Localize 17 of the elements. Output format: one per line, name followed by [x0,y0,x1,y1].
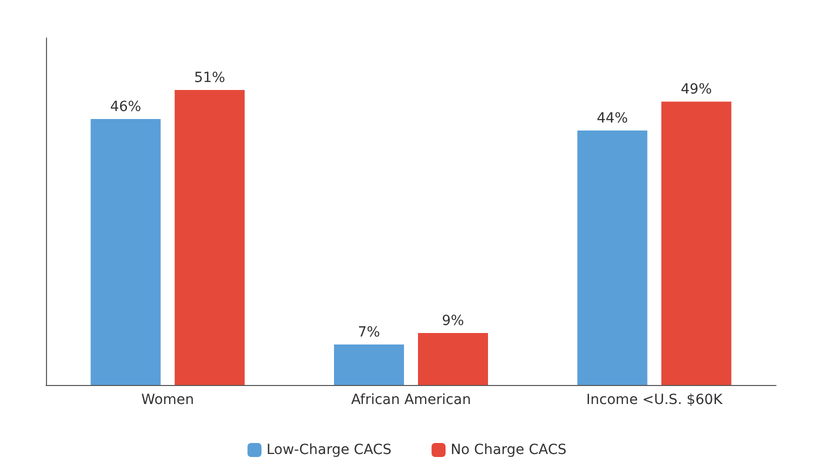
x-tick-label: Income <U.S. $60K [586,392,724,408]
legend-label: No Charge CACS [450,442,567,458]
bar [174,90,245,385]
bar [334,344,404,385]
data-label: 7% [358,324,380,341]
x-tick-label: African American [351,392,471,408]
bar [90,118,161,385]
data-label: 49% [680,82,712,98]
legend-label: Low-Charge CACS [266,442,392,458]
x-tick-label: Women [141,392,194,408]
bar [577,130,648,385]
bar [661,102,732,385]
data-label: 9% [442,312,464,329]
data-label: 51% [194,70,226,86]
data-label: 46% [110,98,142,115]
bar [418,332,488,385]
data-label: 44% [596,110,628,127]
